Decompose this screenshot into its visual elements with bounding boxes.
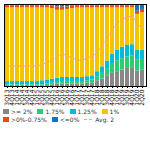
svg-text:3Q13: 3Q13 <box>3 89 11 106</box>
html-text:1%: 1% <box>109 108 120 115</box>
svg-text:2Q18: 2Q18 <box>98 89 106 106</box>
html-text:1.75%: 1.75% <box>45 108 65 115</box>
svg-text:1Q19: 1Q19 <box>113 89 121 106</box>
svg-text:1Q17: 1Q17 <box>73 89 81 106</box>
svg-text:4Q17: 4Q17 <box>88 89 96 106</box>
svg-text:4Q15: 4Q15 <box>48 89 56 106</box>
svg-text:3Q17: 3Q17 <box>83 89 91 106</box>
svg-text:3Q19: 3Q19 <box>123 89 131 106</box>
svg-text:2Q20: 2Q20 <box>138 89 145 105</box>
svg-text:4Q18: 4Q18 <box>108 89 116 106</box>
svg-text:4Q13: 4Q13 <box>8 89 16 106</box>
svg-text:2Q14: 2Q14 <box>18 89 26 106</box>
svg-text:1Q20: 1Q20 <box>133 89 141 106</box>
svg-text:1Q15: 1Q15 <box>33 89 41 106</box>
svg-text:3Q14: 3Q14 <box>23 89 31 106</box>
svg-text:1Q14: 1Q14 <box>13 89 21 106</box>
svg-text:2Q17: 2Q17 <box>78 89 86 106</box>
svg-text:2Q15: 2Q15 <box>38 89 46 106</box>
svg-text:3Q16: 3Q16 <box>63 89 71 106</box>
svg-text:1Q18: 1Q18 <box>93 89 101 106</box>
svg-text:4Q14: 4Q14 <box>28 89 36 106</box>
svg-text:3Q18: 3Q18 <box>103 89 111 106</box>
svg-text:1Q16: 1Q16 <box>53 89 61 106</box>
html-text:<=0%: <=0% <box>59 116 80 123</box>
html-text:1.25%: 1.25% <box>77 108 97 115</box>
html-text:>0%-0.75%: >0%-0.75% <box>11 116 47 123</box>
svg-text:4Q19: 4Q19 <box>128 89 136 106</box>
html-text:Avg. 2: Avg. 2 <box>95 116 115 123</box>
svg-text:4Q16: 4Q16 <box>68 89 76 106</box>
html-text:>= 2%: >= 2% <box>11 108 33 115</box>
svg-text:2Q19: 2Q19 <box>118 89 126 106</box>
svg-text:3Q15: 3Q15 <box>43 89 51 106</box>
svg-text:2Q16: 2Q16 <box>58 89 66 106</box>
